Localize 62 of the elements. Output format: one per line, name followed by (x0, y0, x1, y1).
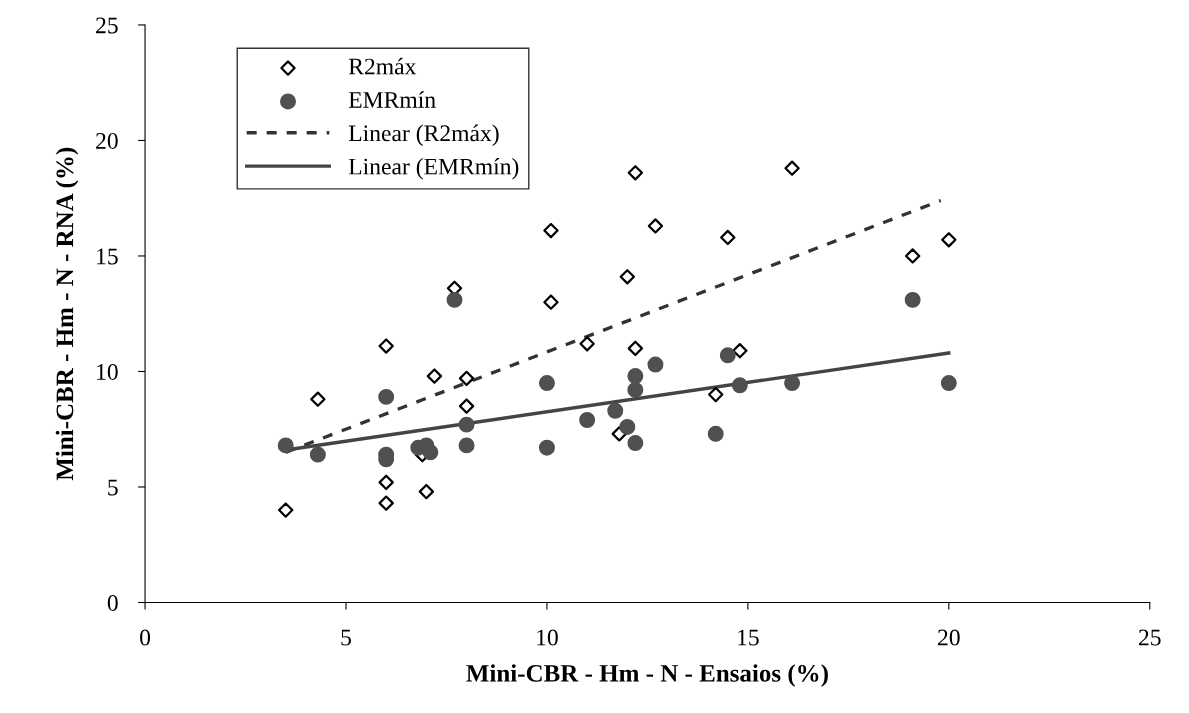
x-tick-label: 15 (738, 629, 759, 646)
y-tick-label: 5 (108, 479, 118, 496)
point (707, 425, 724, 442)
legend-label: EMRmín (348, 91, 436, 108)
legend-label: Linear (EMRmín) (348, 157, 519, 180)
point (647, 356, 664, 373)
legend-label: R2máx (348, 57, 417, 75)
point (732, 342, 748, 359)
point (719, 347, 736, 364)
point (543, 294, 559, 310)
y-tick-label: 25 (96, 17, 118, 34)
point (538, 375, 555, 392)
point (619, 418, 636, 435)
point (941, 232, 957, 248)
point (579, 336, 595, 352)
point (619, 269, 636, 285)
point (458, 398, 475, 414)
point (310, 391, 326, 407)
point (309, 446, 326, 463)
point (731, 377, 748, 394)
y-tick-label: 20 (96, 132, 118, 149)
point (784, 375, 801, 392)
point (708, 386, 724, 403)
point (378, 474, 394, 491)
point (418, 483, 435, 500)
point (647, 218, 664, 234)
point (458, 416, 475, 433)
point (784, 160, 800, 176)
point (904, 248, 921, 264)
y-tick-label: 15 (97, 248, 118, 265)
point (458, 370, 475, 387)
point (278, 502, 294, 518)
point (627, 368, 644, 385)
point (607, 402, 624, 419)
x-axis-title: Mini-CBR - Hm - N - Ensaios (%) (466, 664, 828, 687)
point (378, 388, 395, 405)
x-tick-label: 0 (140, 629, 151, 646)
point (940, 375, 957, 392)
point (378, 495, 394, 511)
point (426, 368, 443, 384)
x-tick-label: 5 (341, 629, 351, 646)
point (627, 165, 644, 181)
point (378, 338, 394, 354)
y-tick-label: 10 (97, 363, 118, 380)
point (277, 437, 294, 454)
point (422, 444, 439, 461)
point (543, 222, 559, 239)
point (720, 229, 736, 246)
y-tick-label: 0 (107, 594, 118, 611)
point (627, 381, 644, 398)
x-tick-label: 25 (1138, 629, 1161, 646)
x-tick-label: 20 (938, 629, 960, 646)
point (579, 412, 596, 428)
x-tick-label: 10 (537, 629, 558, 646)
point (538, 439, 555, 456)
legend-label: Linear (R2máx) (348, 124, 499, 147)
point (446, 291, 463, 308)
point (627, 340, 644, 357)
point (627, 435, 644, 452)
point (904, 291, 921, 308)
point (458, 437, 475, 454)
y-axis-title: Mini-CBR - Hm - N - RNA (%) (55, 147, 79, 481)
